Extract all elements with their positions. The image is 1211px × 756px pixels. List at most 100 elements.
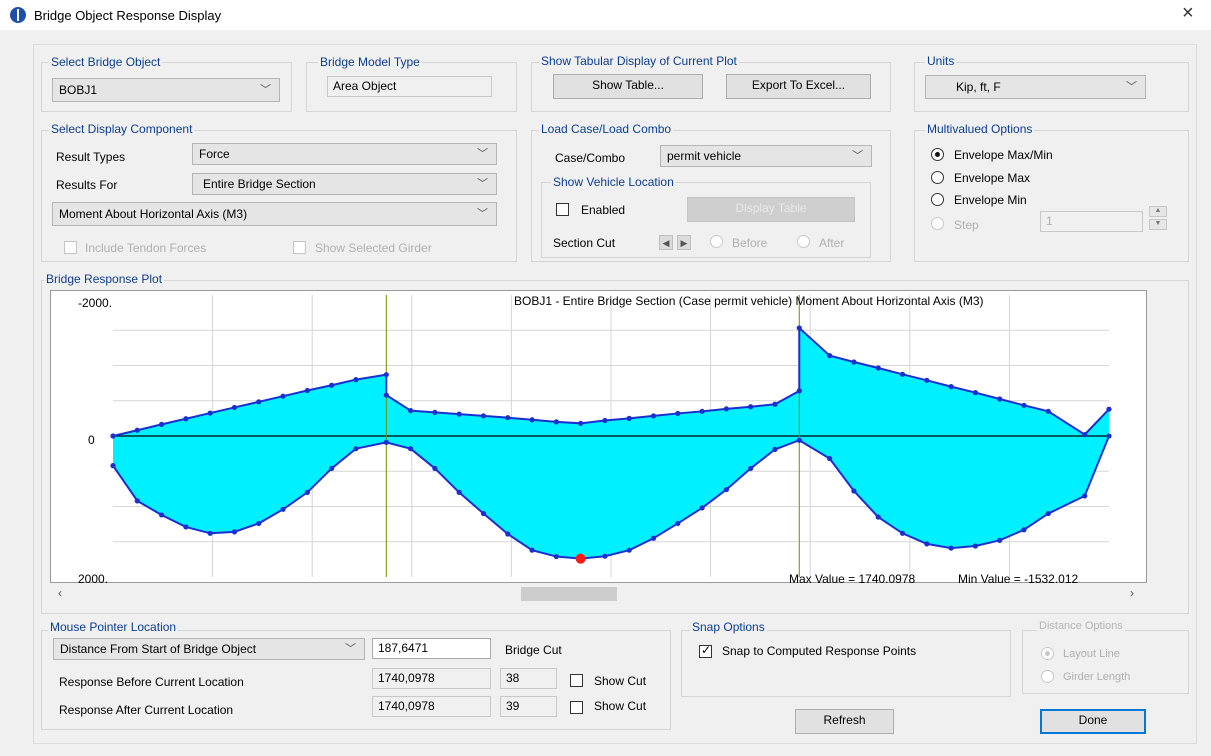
results-for-label: Results For <box>56 178 118 192</box>
data-point <box>748 404 754 410</box>
case-combo-dropdown[interactable]: permit vehicle ﹀ <box>660 145 872 167</box>
distance-combo-value: Distance From Start of Bridge Object <box>60 642 257 656</box>
chevron-down-icon: ﹀ <box>260 84 271 97</box>
envelope-min-label: Envelope Min <box>954 193 1027 207</box>
units-dropdown[interactable]: Kip, ft, F ﹀ <box>925 75 1146 99</box>
current-location-point <box>575 553 586 564</box>
show-cut-before-checkbox[interactable] <box>570 674 583 687</box>
distance-dropdown[interactable]: Distance From Start of Bridge Object ﹀ <box>53 638 365 660</box>
bridge-model-type-value: Area Object <box>327 76 492 97</box>
data-point <box>432 465 438 472</box>
step-value[interactable]: 1 <box>1040 211 1143 232</box>
data-point <box>972 390 978 396</box>
step-radio[interactable] <box>931 217 944 230</box>
display-table-button[interactable]: Display Table <box>687 197 855 222</box>
chevron-down-icon: ﹀ <box>477 178 488 191</box>
data-point <box>1045 510 1051 517</box>
data-point <box>948 545 954 551</box>
show-cut-after-checkbox[interactable] <box>570 701 583 714</box>
show-table-button[interactable]: Show Table... <box>553 74 703 99</box>
data-point <box>304 387 310 394</box>
component-dropdown[interactable]: Moment About Horizontal Axis (M3) ﹀ <box>52 202 497 226</box>
scroll-left-icon[interactable]: ‹ <box>58 586 62 600</box>
load-case-group <box>531 130 891 262</box>
enabled-checkbox[interactable] <box>556 203 569 216</box>
data-point <box>134 427 140 433</box>
response-plot-area[interactable] <box>50 290 1147 583</box>
show-cut-before-label: Show Cut <box>594 674 647 688</box>
response-chart[interactable] <box>51 291 1146 582</box>
girder-length-label: Girder Length <box>1063 671 1131 683</box>
data-point <box>207 530 213 536</box>
display-component-group <box>41 130 517 262</box>
distance-options-group <box>1022 630 1189 694</box>
envelope-max-radio[interactable] <box>931 171 944 184</box>
data-point <box>723 406 729 412</box>
data-point <box>207 410 213 416</box>
response-after-value: 1740,0978 <box>372 696 491 717</box>
data-point <box>432 409 438 415</box>
include-tendon-checkbox[interactable] <box>64 241 77 254</box>
after-radio[interactable] <box>797 235 810 248</box>
data-point <box>602 553 608 559</box>
data-point <box>183 416 189 422</box>
load-case-label: Load Case/Load Combo <box>539 122 674 136</box>
bridge-cut-label: Bridge Cut <box>505 643 562 657</box>
data-point <box>231 529 238 535</box>
data-point <box>304 489 310 495</box>
close-icon[interactable]: × <box>1182 2 1194 24</box>
data-point <box>924 541 930 547</box>
result-types-dropdown[interactable]: Force ﹀ <box>192 143 497 165</box>
section-cut-next-button[interactable]: ▶ <box>677 235 691 250</box>
bridge-object-dropdown[interactable]: BOBJ1 ﹀ <box>52 78 280 102</box>
data-point <box>1082 493 1088 499</box>
envelope-maxmin-radio[interactable] <box>931 148 944 161</box>
layout-line-radio[interactable] <box>1041 647 1054 660</box>
step-down-icon[interactable]: ▼ <box>1149 219 1167 230</box>
export-to-excel-button[interactable]: Export To Excel... <box>726 74 871 99</box>
data-point <box>851 488 857 494</box>
data-point <box>456 411 462 417</box>
data-point <box>997 537 1003 543</box>
snap-options-group <box>681 630 1011 697</box>
data-point <box>183 524 189 530</box>
data-point <box>1021 527 1027 533</box>
show-selected-girder-checkbox[interactable] <box>293 241 306 254</box>
chevron-down-icon: ﹀ <box>1126 81 1137 94</box>
envelope-maxmin-label: Envelope Max/Min <box>954 148 1053 162</box>
section-cut-prev-button[interactable]: ◀ <box>659 235 673 250</box>
chevron-down-icon: ﹀ <box>477 148 488 161</box>
data-point <box>158 421 165 427</box>
data-point <box>407 446 414 452</box>
data-point <box>280 506 286 512</box>
data-point <box>1106 406 1112 412</box>
data-point <box>383 392 389 398</box>
refresh-button[interactable]: Refresh <box>795 709 894 734</box>
data-point <box>1045 408 1051 414</box>
done-button[interactable]: Done <box>1040 709 1146 734</box>
distance-input[interactable]: 187,6471 <box>372 638 491 659</box>
chevron-down-icon: ﹀ <box>477 208 488 221</box>
girder-length-radio[interactable] <box>1041 670 1054 683</box>
step-up-icon[interactable]: ▲ <box>1149 206 1167 217</box>
snap-checkbox[interactable]: ✓ <box>699 643 712 658</box>
data-point <box>972 543 978 549</box>
step-label: Step <box>954 218 979 232</box>
scrollbar-thumb[interactable] <box>521 587 617 601</box>
data-point <box>256 399 262 405</box>
envelope-min-radio[interactable] <box>931 193 944 206</box>
scroll-right-icon[interactable]: › <box>1130 586 1134 600</box>
before-radio[interactable] <box>710 235 723 248</box>
data-point <box>280 393 286 399</box>
data-point <box>158 512 165 518</box>
data-point <box>875 514 881 520</box>
results-for-dropdown[interactable]: Entire Bridge Section ﹀ <box>192 173 497 195</box>
chevron-down-icon: ﹀ <box>852 150 863 163</box>
distance-options-label: Distance Options <box>1037 620 1125 632</box>
units-value: Kip, ft, F <box>956 80 1001 94</box>
y-top-label: -2000. <box>78 296 113 310</box>
data-point <box>796 437 802 443</box>
data-point <box>899 530 906 536</box>
data-point <box>650 413 657 419</box>
multivalued-label: Multivalued Options <box>925 122 1035 136</box>
